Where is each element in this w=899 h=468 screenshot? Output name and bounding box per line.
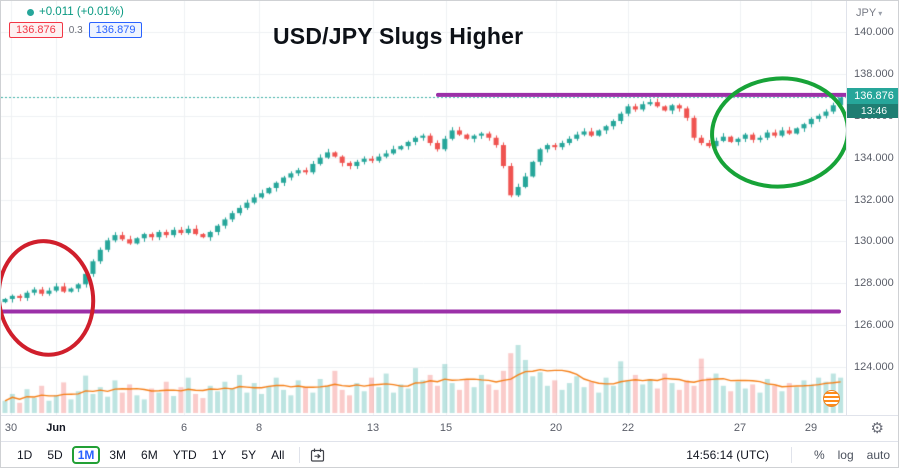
range-button-5y[interactable]: 5Y	[241, 448, 257, 462]
price-tick-label: 140.000	[854, 26, 894, 38]
range-button-1d[interactable]: 1D	[17, 448, 33, 462]
bar-countdown: 13:46	[847, 104, 898, 119]
price-tick-label: 138.000	[854, 67, 894, 80]
range-button-3m[interactable]: 3M	[109, 448, 127, 462]
price-tick-label: 130.000	[854, 235, 894, 248]
price-tick-label: 124.000	[854, 361, 894, 374]
range-button-5d[interactable]: 5D	[47, 448, 63, 462]
price-tick-label: 134.000	[854, 151, 894, 164]
annotations-overlay	[1, 74, 846, 361]
time-axis[interactable]: 30 Jun 6 8 13 15 20 22 27 29 ⚙	[1, 415, 898, 442]
ask-price-box[interactable]: 136.879	[88, 22, 143, 38]
clock-label[interactable]: 14:56:14 (UTC)	[686, 448, 769, 462]
time-tick-label: Jun	[46, 422, 66, 434]
range-button-6m[interactable]: 6M	[141, 448, 158, 462]
highlight-circle-green[interactable]	[708, 74, 846, 191]
time-tick-label: 29	[804, 422, 818, 434]
highlight-circle-red[interactable]	[1, 235, 100, 361]
go-to-date-icon[interactable]	[309, 447, 326, 464]
last-price-value: 136.876	[847, 88, 898, 105]
auto-scale-button[interactable]: auto	[866, 448, 890, 462]
time-tick-label: 27	[733, 422, 747, 434]
bottom-toolbar: 1D 5D 1M 3M 6M YTD 1Y 5Y All 14:56:14 (UTC) % lo…	[1, 441, 898, 467]
last-price-badge: 136.876 13:46	[847, 88, 898, 119]
time-tick-label: 13	[366, 422, 380, 434]
chart-title: USD/JPY Slugs Higher	[273, 23, 524, 49]
range-button-1y[interactable]: 1Y	[211, 448, 227, 462]
range-button-ytd[interactable]: YTD	[172, 448, 197, 462]
chart-plot-area[interactable]: +0.011 (+0.01%) 136.876 0.3 136.879 USD/…	[1, 1, 846, 415]
currency-label[interactable]: JPY ▾	[856, 7, 882, 19]
time-tick-label: 22	[621, 422, 635, 434]
price-tick-label: 126.000	[854, 319, 894, 332]
time-tick-label: 30	[4, 422, 18, 434]
price-change-label: +0.011 (+0.01%)	[39, 6, 124, 18]
data-provider-logo	[823, 390, 840, 407]
price-tick-label: 132.000	[854, 193, 894, 206]
bid-price-box[interactable]: 136.876	[9, 22, 63, 38]
range-button-all[interactable]: All	[271, 448, 285, 462]
market-status-dot	[27, 8, 34, 16]
currency-code: JPY	[856, 7, 877, 19]
price-axis[interactable]: JPY ▾ 140.000138.000136.000134.000132.00…	[846, 1, 898, 441]
time-tick-label: 20	[549, 422, 563, 434]
candlestick-canvas[interactable]	[1, 1, 846, 415]
range-button-1m[interactable]: 1M	[71, 446, 101, 464]
time-tick-label: 15	[439, 422, 453, 434]
log-scale-button[interactable]: log	[837, 448, 854, 462]
chevron-down-icon: ▾	[878, 8, 883, 18]
symbol-legend: +0.011 (+0.01%) 136.876 0.3 136.879	[9, 6, 143, 38]
price-tick-label: 128.000	[854, 277, 894, 290]
toolbar-divider	[299, 447, 301, 463]
time-tick-label: 8	[255, 422, 263, 434]
percent-scale-button[interactable]: %	[813, 448, 825, 462]
spread-label: 0.3	[68, 24, 83, 36]
toolbar-divider	[790, 447, 792, 463]
settings-gear-icon[interactable]: ⚙	[870, 420, 884, 437]
time-tick-label: 6	[180, 422, 188, 434]
